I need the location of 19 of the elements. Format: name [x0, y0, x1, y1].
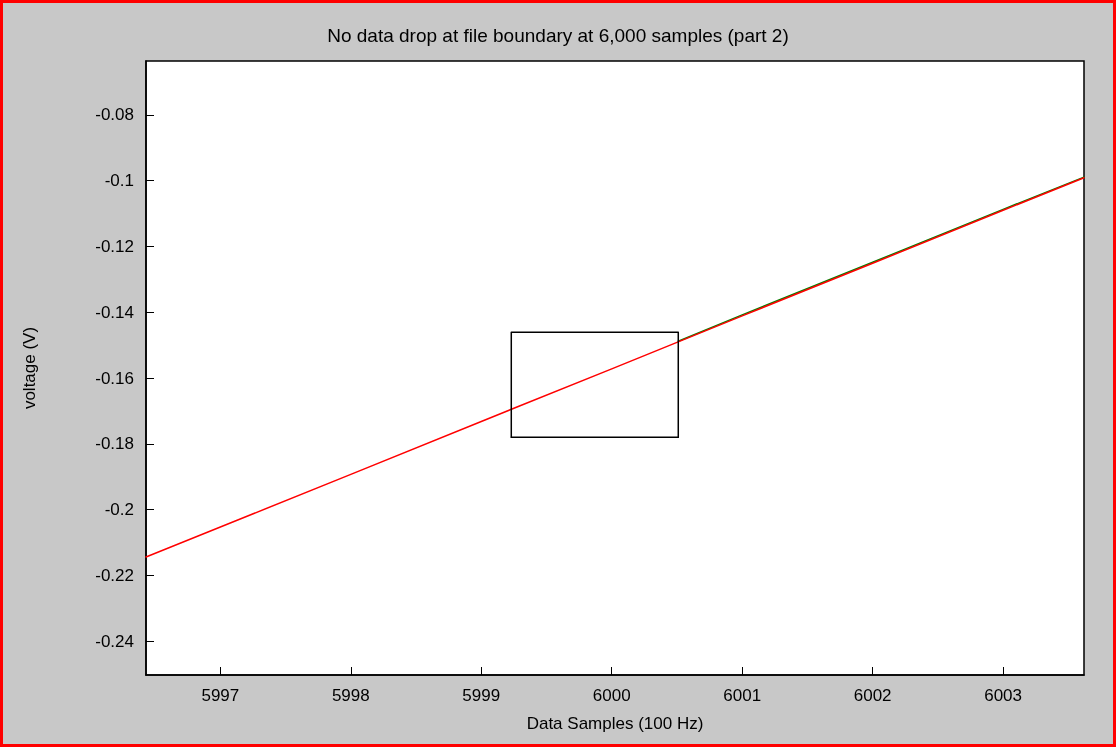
y-tick-label: -0.18 — [95, 434, 134, 454]
x-axis-title: Data Samples (100 Hz) — [526, 714, 704, 733]
y-tick-label: -0.22 — [95, 565, 134, 585]
y-tick-label: -0.12 — [95, 236, 134, 256]
x-tick-label: 5997 — [201, 686, 240, 705]
x-tick-label: 5998 — [331, 686, 370, 705]
chart-title: No data drop at file boundary at 6,000 samples (part 2) — [327, 25, 789, 46]
x-tick-label: 6001 — [723, 686, 762, 705]
y-axis-title: voltage (V) — [20, 326, 39, 410]
x-tick-label: 6003 — [984, 686, 1023, 705]
x-tick-label: 5999 — [462, 686, 501, 705]
y-tick-label: -0.16 — [95, 368, 134, 388]
y-tick-label: -0.08 — [95, 105, 134, 125]
y-tick-label: -0.1 — [104, 171, 134, 191]
x-tick-label: 6000 — [592, 686, 631, 705]
y-tick-label: -0.24 — [95, 631, 134, 651]
y-tick-label: -0.2 — [104, 500, 134, 520]
y-tick-label: -0.14 — [95, 302, 134, 322]
x-tick-label: 6002 — [853, 686, 892, 705]
